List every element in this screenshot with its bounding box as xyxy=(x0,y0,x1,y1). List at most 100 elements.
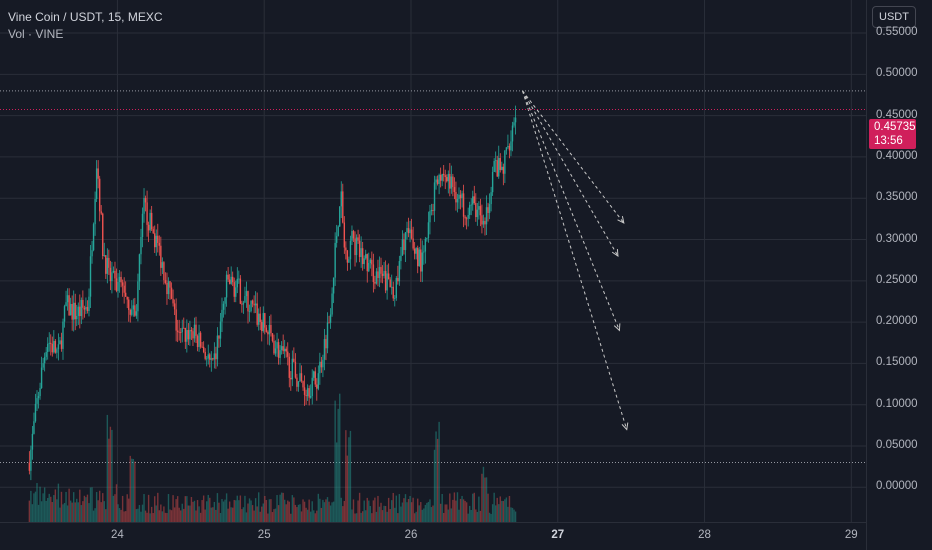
volume-bar xyxy=(511,507,514,522)
candle-body xyxy=(158,242,161,246)
volume-bar xyxy=(62,504,64,522)
candle-body xyxy=(68,295,70,316)
volume-bar xyxy=(501,500,503,522)
volume-bar xyxy=(268,499,271,522)
candle-body xyxy=(443,173,445,176)
candle-body xyxy=(311,377,313,397)
candle-body xyxy=(37,396,40,399)
candle-body xyxy=(458,194,460,200)
volume-bar xyxy=(186,496,188,522)
volume-bar xyxy=(306,509,309,522)
candle-body xyxy=(77,306,79,316)
volume-bar xyxy=(510,507,512,522)
volume-bar xyxy=(271,512,274,522)
candle-body xyxy=(262,313,264,332)
candle-body xyxy=(313,371,315,378)
price-tick-label: 0.20000 xyxy=(876,315,918,328)
volume-bar xyxy=(447,509,449,522)
candle-body xyxy=(413,248,416,254)
volume-bar xyxy=(276,495,278,522)
candle-body xyxy=(296,377,298,387)
candle-body xyxy=(493,160,495,172)
volume-bar xyxy=(124,511,127,522)
candle-body xyxy=(511,125,514,142)
candle-body xyxy=(331,293,333,315)
volume-bar xyxy=(329,505,332,522)
volume-bar xyxy=(48,493,50,522)
projection-arrow-line xyxy=(522,90,619,257)
time-tick-label: 29 xyxy=(844,529,858,541)
candle-body xyxy=(248,311,251,312)
candle-body xyxy=(85,306,87,310)
candle-body xyxy=(280,346,283,351)
volume-bar xyxy=(279,494,281,522)
candle-body xyxy=(317,373,320,389)
volume-bar xyxy=(227,508,229,522)
volume-bar xyxy=(147,494,150,522)
volume-bar xyxy=(36,483,38,522)
candle-body xyxy=(172,298,174,304)
candle-body xyxy=(340,191,342,207)
volume-bar xyxy=(201,500,203,522)
volume-bar xyxy=(92,510,95,522)
volume-bar xyxy=(69,500,72,522)
volume-bar xyxy=(309,511,312,522)
volume-bar xyxy=(291,495,294,522)
volume-bar xyxy=(491,504,494,522)
candle-body xyxy=(357,237,359,241)
volume-bar xyxy=(236,495,238,522)
volume-bar xyxy=(83,495,86,522)
volume-indicator-label[interactable]: Vol · VINE xyxy=(8,27,64,41)
candle-body xyxy=(387,273,390,280)
candle-body xyxy=(378,267,381,279)
volume-bar xyxy=(426,502,428,522)
volume-bar xyxy=(355,513,358,522)
candle-body xyxy=(476,209,479,218)
candle-body xyxy=(170,287,173,299)
candle-body xyxy=(149,212,151,231)
volume-bar xyxy=(320,507,323,522)
volume-bar xyxy=(56,499,58,522)
candle-body xyxy=(392,286,394,299)
price-tick-label: 0.15000 xyxy=(876,356,918,369)
candle-body xyxy=(225,274,228,298)
projection-arrow-line xyxy=(522,90,628,430)
price-tick-label: 0.30000 xyxy=(876,232,918,245)
candle-body xyxy=(348,259,350,263)
volume-bar xyxy=(328,501,330,522)
candle-body xyxy=(144,197,147,203)
volume-bar xyxy=(456,492,459,522)
projection-arrow-line xyxy=(522,90,625,224)
candle-body xyxy=(400,255,402,262)
volume-bar xyxy=(293,497,295,522)
currency-button[interactable]: USDT xyxy=(872,6,916,28)
volume-bar xyxy=(352,499,355,522)
volume-bar xyxy=(213,501,216,522)
volume-bar xyxy=(368,500,370,522)
volume-bar xyxy=(317,493,320,522)
symbol-title[interactable]: Vine Coin / USDT, 15, MEXC xyxy=(8,10,163,24)
volume-bar xyxy=(193,500,196,522)
candle-body xyxy=(53,340,55,353)
volume-bar xyxy=(319,498,321,522)
volume-bar xyxy=(472,493,474,522)
candle-body xyxy=(50,342,52,344)
candle-body xyxy=(470,204,472,206)
volume-bar xyxy=(224,499,226,522)
time-tick-label: 27 xyxy=(551,529,565,541)
volume-bar xyxy=(283,499,286,522)
candle-body xyxy=(155,235,157,248)
candle-body xyxy=(221,309,223,322)
volume-bar xyxy=(135,509,138,522)
candle-body xyxy=(57,344,60,350)
volume-bar xyxy=(74,502,76,522)
candle-body xyxy=(429,211,431,223)
candle-body xyxy=(514,117,517,123)
volume-bar xyxy=(150,506,153,522)
price-tick-label: 0.25000 xyxy=(876,273,918,286)
candle-body xyxy=(210,358,213,360)
volume-bar xyxy=(282,492,284,522)
volume-bar xyxy=(485,477,488,522)
candle-body xyxy=(236,278,238,288)
